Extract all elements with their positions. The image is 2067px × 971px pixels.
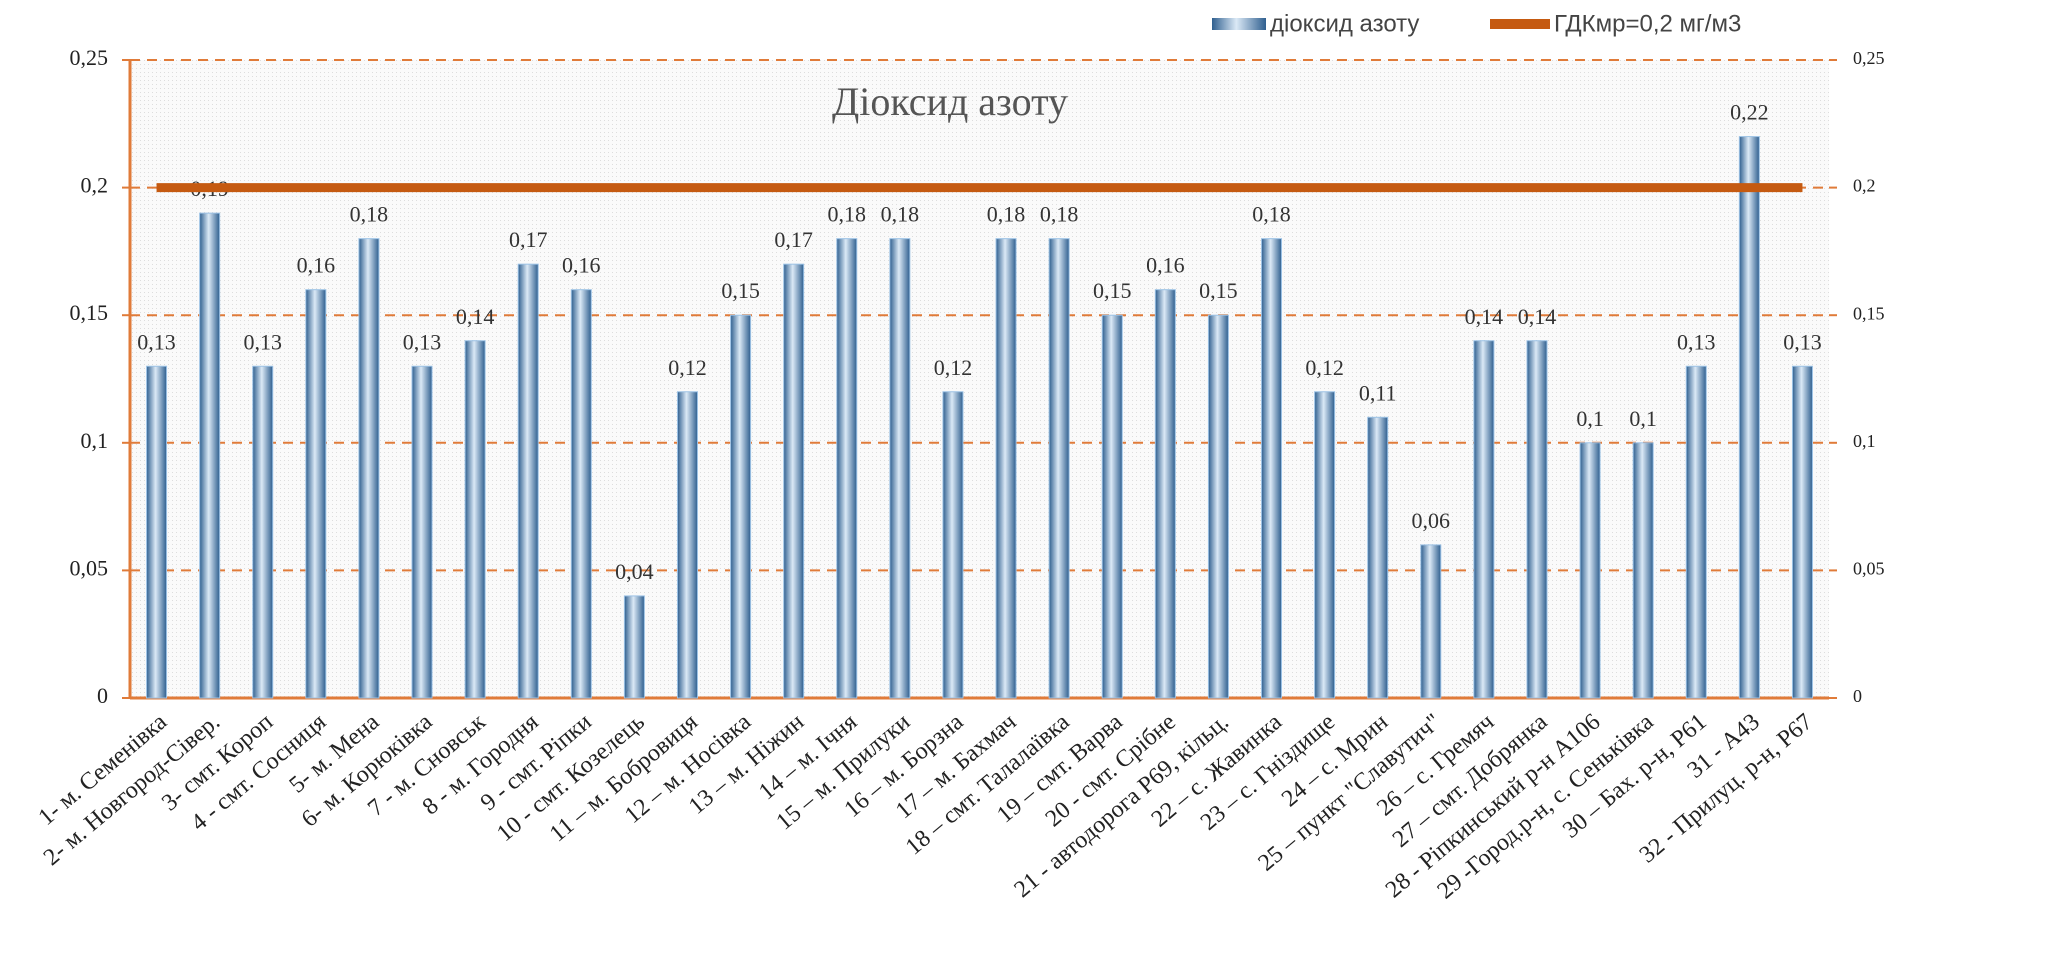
y2-tick-label: 0,25 (1853, 48, 1885, 68)
data-label: 0,11 (1359, 380, 1397, 405)
data-label: 0,12 (1305, 355, 1344, 380)
data-label: 0,14 (1465, 304, 1504, 329)
bar (676, 391, 698, 699)
bar (783, 263, 805, 699)
bar (517, 263, 539, 699)
data-label: 0,04 (615, 559, 654, 584)
data-label: 0,18 (1252, 202, 1291, 227)
bar (1791, 365, 1813, 699)
bar (1207, 314, 1229, 699)
data-label: 0,16 (1146, 253, 1185, 278)
y-tick-label: 0 (97, 683, 108, 708)
bar (1101, 314, 1123, 699)
y-tick-label: 0,15 (70, 300, 109, 325)
bar (1420, 544, 1442, 699)
data-label: 0,13 (137, 329, 176, 354)
legend-swatch (1212, 18, 1266, 30)
bar (1579, 442, 1601, 699)
data-label: 0,14 (1518, 304, 1557, 329)
data-label: 0,1 (1629, 406, 1657, 431)
data-label: 0,13 (1783, 329, 1822, 354)
bar (305, 289, 327, 699)
y2-tick-label: 0,05 (1853, 559, 1885, 579)
data-label: 0,06 (1412, 508, 1451, 533)
y-tick-label: 0,25 (70, 45, 109, 70)
data-label: 0,18 (828, 202, 867, 227)
bar (1738, 136, 1760, 699)
bar (836, 238, 858, 699)
data-label: 0,12 (934, 355, 973, 380)
bar (1261, 238, 1283, 699)
data-label: 0,15 (1199, 278, 1238, 303)
plot-area (130, 60, 1829, 698)
data-label: 0,17 (774, 227, 813, 252)
data-label: 0,18 (350, 202, 389, 227)
data-label: 0,17 (509, 227, 548, 252)
chart-title: Діоксид азоту (832, 79, 1068, 124)
bar (889, 238, 911, 699)
y2-tick-label: 0,2 (1853, 176, 1876, 196)
data-label: 0,16 (562, 253, 601, 278)
bar (1314, 391, 1336, 699)
bar (730, 314, 752, 699)
bar (252, 365, 274, 699)
bar (146, 365, 168, 699)
y-tick-label: 0,05 (70, 555, 109, 580)
data-label: 0,18 (987, 202, 1026, 227)
y2-tick-label: 0 (1853, 686, 1862, 706)
bar (1526, 340, 1548, 699)
data-label: 0,12 (668, 355, 707, 380)
legend-label: діоксид азоту (1270, 10, 1419, 37)
bar (1367, 416, 1389, 699)
data-label: 0,22 (1730, 100, 1769, 125)
bar (464, 340, 486, 699)
y2-tick-label: 0,15 (1853, 303, 1885, 323)
data-label: 0,18 (881, 202, 920, 227)
y-tick-label: 0,2 (81, 173, 109, 198)
bar (1685, 365, 1707, 699)
bar (1048, 238, 1070, 699)
bar (1154, 289, 1176, 699)
data-label: 0,15 (721, 278, 760, 303)
data-label: 0,13 (243, 329, 282, 354)
y2-tick-label: 0,1 (1853, 431, 1876, 451)
bar (623, 595, 645, 699)
bar (570, 289, 592, 699)
data-label: 0,14 (456, 304, 495, 329)
bar (942, 391, 964, 699)
data-label: 0,16 (297, 253, 336, 278)
bar (1473, 340, 1495, 699)
legend-swatch (1490, 19, 1550, 29)
data-label: 0,1 (1576, 406, 1604, 431)
bar (995, 238, 1017, 699)
data-label: 0,18 (1040, 202, 1079, 227)
data-label: 0,15 (1093, 278, 1132, 303)
data-label: 0,13 (1677, 329, 1716, 354)
bar (411, 365, 433, 699)
bar (358, 238, 380, 699)
bar (1632, 442, 1654, 699)
bar (199, 212, 221, 699)
data-label: 0,13 (403, 329, 442, 354)
legend-label: ГДКмр=0,2 мг/м3 (1554, 10, 1741, 37)
y-tick-label: 0,1 (81, 428, 109, 453)
